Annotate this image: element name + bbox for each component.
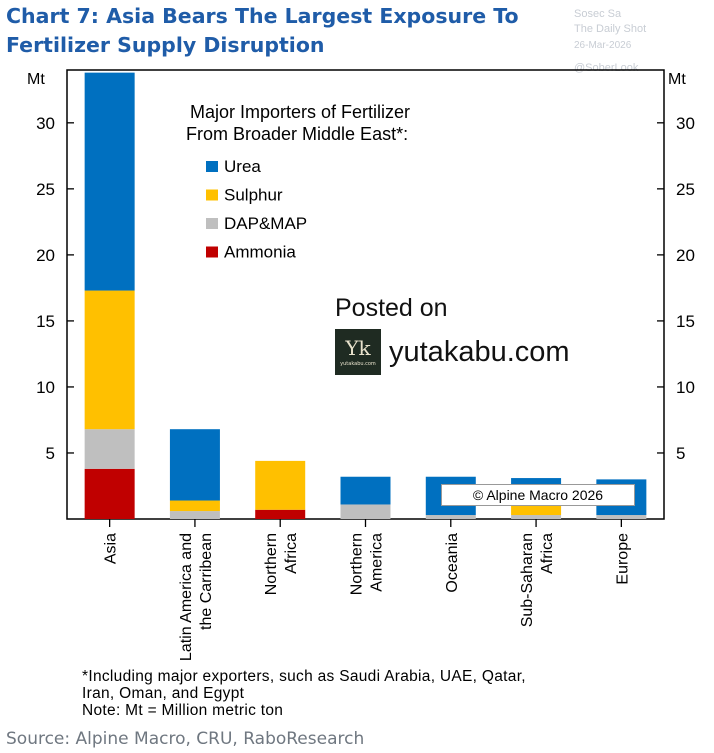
title-line-1: Chart 7: Asia Bears The Largest Exposure…: [6, 4, 519, 28]
y-tick-label-left: 25: [36, 180, 55, 199]
x-category-label: Northern: [349, 533, 366, 595]
legend-swatch-ammonia: [206, 246, 218, 258]
logo-mark: Yk: [345, 335, 371, 360]
y-tick-label-right: 30: [676, 114, 695, 133]
legend-label-sulphur: Sulphur: [224, 186, 283, 205]
legend-title-line-2: From Broader Middle East*:: [186, 124, 408, 144]
watermark-line-4: @SoberLook: [574, 62, 639, 74]
logo-small-text: yutakabu.com: [340, 360, 376, 367]
footnote-line-2: Iran, Oman, and Egypt: [82, 685, 245, 702]
watermark-line-2: The Daily Shot: [574, 23, 647, 35]
footnotes: *Including major exporters, such as Saud…: [82, 668, 702, 719]
y-tick-label-right: 10: [676, 378, 695, 397]
bar-dap-map: [84, 429, 135, 469]
x-category-label: Africa: [539, 533, 556, 574]
x-category-label: the Carribean: [198, 533, 215, 630]
chart-title: Chart 7: Asia Bears The Largest Exposure…: [6, 2, 666, 60]
legend-label-urea: Urea: [224, 157, 261, 176]
y-tick-label-left: 20: [36, 246, 55, 265]
x-category-label: Sub-Saharan: [519, 533, 536, 627]
bar-urea: [340, 476, 391, 505]
title-line-2: Fertilizer Supply Disruption: [6, 33, 325, 57]
x-category-label: Europe: [614, 533, 631, 585]
bar-sulphur: [511, 503, 562, 516]
bar-ammonia: [255, 509, 306, 519]
bar-sulphur: [255, 460, 306, 510]
posted-site-row: Yk yutakabu.com yutakabu.com: [335, 329, 570, 375]
x-category-label: Latin America and: [178, 533, 195, 661]
bar-urea: [84, 72, 135, 291]
bar-dap-map: [340, 504, 391, 519]
legend-label-ammonia: Ammonia: [224, 243, 296, 262]
x-category-label: Northern: [263, 533, 280, 595]
y-tick-label-right: 20: [676, 246, 695, 265]
bar-dap-map: [169, 511, 220, 519]
y-unit-right: Mt: [668, 71, 686, 88]
legend-title-line-1: Major Importers of Fertilizer: [190, 102, 410, 122]
bar-sulphur: [84, 290, 135, 430]
x-category-label: Asia: [103, 533, 120, 564]
posted-on-watermark: Posted on Yk yutakabu.com yutakabu.com: [335, 294, 570, 375]
y-tick-label-right: 5: [676, 444, 685, 463]
watermark-line-3: 26-Mar-2026: [574, 40, 632, 51]
legend-swatch-dap-map: [206, 218, 218, 229]
posted-site-name: yutakabu.com: [389, 335, 570, 368]
yutakabu-logo: Yk yutakabu.com: [335, 329, 381, 375]
y-unit-left: Mt: [27, 71, 45, 88]
x-category-label: America: [369, 533, 386, 592]
bar-dap-map: [511, 515, 562, 519]
y-tick-label-right: 15: [676, 312, 695, 331]
x-category-label: Africa: [283, 533, 300, 574]
y-tick-label-left: 30: [36, 114, 55, 133]
y-tick-label-left: 5: [46, 444, 55, 463]
footnote-line-1: *Including major exporters, such as Saud…: [82, 668, 526, 685]
y-tick-label-right: 25: [676, 180, 695, 199]
source-note: Source: Alpine Macro, CRU, RaboResearch: [6, 729, 365, 749]
bar-sulphur: [169, 500, 220, 512]
bar-dap-map: [425, 515, 476, 519]
legend-swatch-sulphur: [206, 189, 218, 201]
legend-label-dap-map: DAP&MAP: [224, 214, 307, 233]
posted-on-label: Posted on: [335, 294, 448, 322]
stacked-bar-chart: 5 5 10 10 15 15 20 20 25 25 30 30 Mt Mt Asia Latin Amer…: [27, 69, 695, 661]
x-category-label: Oceania: [444, 533, 461, 593]
footnote-line-3: Note: Mt = Million metric ton: [82, 702, 284, 719]
copyright-box: © Alpine Macro 2026: [441, 484, 635, 506]
bar-dap-map: [596, 515, 647, 519]
bar-ammonia: [84, 468, 135, 519]
legend-swatch-urea: [206, 161, 218, 172]
y-tick-label-left: 15: [36, 312, 55, 331]
y-tick-label-left: 10: [36, 378, 55, 397]
watermark-line-1: Sosec Sa: [574, 8, 622, 20]
bar-urea: [169, 429, 220, 501]
